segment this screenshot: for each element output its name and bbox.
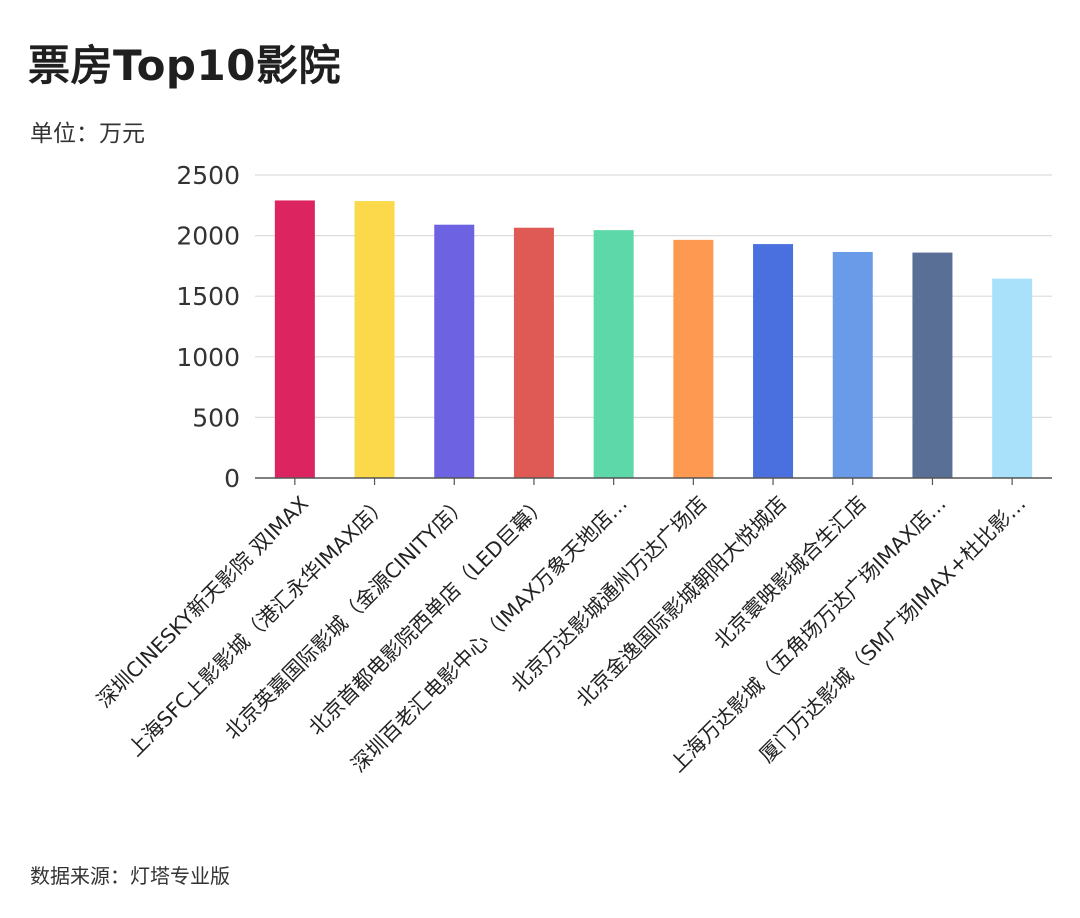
bar <box>912 252 953 478</box>
bar <box>753 244 794 478</box>
bar <box>992 278 1033 478</box>
x-tick-label: 北京寰映影城合生汇店 <box>709 491 871 653</box>
x-tick-label: 深圳百老汇电影中心（IMAX万象天地店… <box>346 491 632 777</box>
data-source-label: 数据来源：灯塔专业版 <box>30 864 230 888</box>
chart-title: 票房Top10影院 <box>28 41 341 90</box>
bar <box>673 239 714 478</box>
y-tick-label: 1000 <box>176 343 240 372</box>
y-tick-label: 0 <box>224 464 240 493</box>
y-tick-label: 500 <box>192 403 240 432</box>
bar <box>593 230 634 478</box>
y-tick-label: 2500 <box>176 161 240 190</box>
bar <box>434 224 475 478</box>
bar <box>354 201 395 479</box>
bar <box>832 251 873 478</box>
x-tick-label: 上海万达影城（五角场万达广场IMAX店… <box>665 491 951 777</box>
bar <box>513 227 554 478</box>
unit-label: 单位：万元 <box>30 121 145 147</box>
bar <box>274 200 315 478</box>
y-tick-label: 1500 <box>176 282 240 311</box>
y-tick-label: 2000 <box>176 222 240 251</box>
